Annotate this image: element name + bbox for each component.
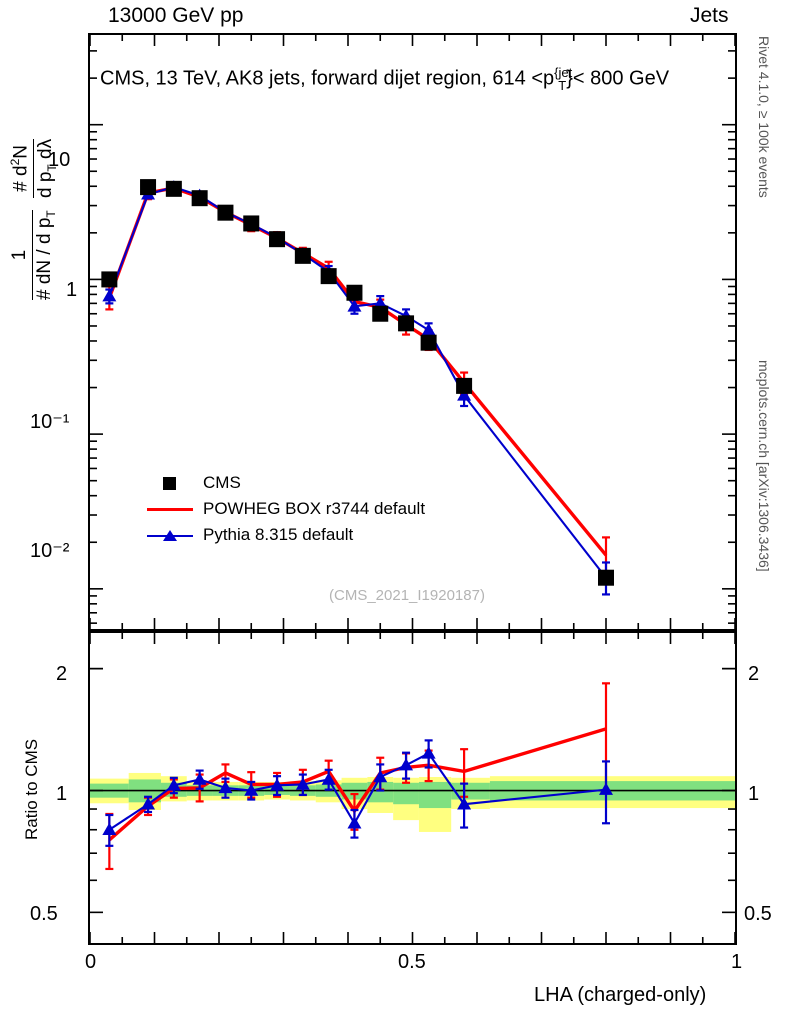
legend-label-pythia: Pythia 8.315 default	[203, 525, 354, 544]
series-pythia	[102, 180, 613, 596]
y-tick-main-1e-2: 10⁻²	[30, 540, 70, 562]
x-tick-0p5: 0.5	[398, 951, 426, 973]
y-tick-ratio-1: 1	[56, 783, 68, 805]
y-tick-ratio-2-right: 2	[748, 663, 760, 685]
beam-label: 13000 GeV pp	[108, 4, 244, 27]
legend-label-powheg: POWHEG BOX r3744 default	[203, 499, 426, 518]
series-cms	[101, 179, 614, 586]
x-tick-0: 0	[85, 951, 97, 973]
ratio-series-powheg	[105, 682, 610, 871]
analysis-id-watermark: (CMS_2021_I1920187)	[329, 587, 485, 604]
x-axis-label: LHA (charged-only)	[534, 984, 707, 1006]
y-label-numerator-outer: 1	[9, 210, 34, 300]
y-label-numerator-inner: # d2N	[8, 138, 35, 198]
y-tick-ratio-0p5-right: 0.5	[744, 903, 772, 925]
y-tick-main-10: 10	[48, 149, 71, 171]
y-tick-ratio-2: 2	[56, 663, 68, 685]
main-plot-panel	[88, 33, 737, 631]
y-tick-ratio-1-right: 1	[748, 783, 760, 805]
line-sample-icon	[147, 508, 193, 511]
main-plot-svg	[90, 35, 735, 629]
category-label: Jets	[690, 4, 729, 27]
y-label-denominator-outer: # dN / d pT	[34, 210, 58, 300]
ratio-plot-panel	[88, 631, 737, 945]
mcplots-label: mcplots.cern.ch [arXiv:1306.3436]	[756, 360, 772, 572]
square-marker-icon	[163, 477, 176, 490]
ratio-plot-svg	[90, 633, 735, 943]
ratio-series-pythia	[102, 739, 613, 847]
x-tick-1: 1	[731, 951, 743, 973]
y-tick-main-1: 1	[66, 279, 78, 301]
triangle-marker-icon	[163, 530, 177, 541]
y-tick-ratio-0p5: 0.5	[30, 903, 58, 925]
y-tick-main-1e-1: 10⁻¹	[30, 411, 70, 433]
rivet-version-label: Rivet 4.1.0, ≥ 100k events	[756, 36, 772, 198]
plot-title: CMS, 13 TeV, AK8 jets, forward dijet reg…	[100, 65, 670, 93]
legend-label-cms: CMS	[203, 473, 241, 492]
